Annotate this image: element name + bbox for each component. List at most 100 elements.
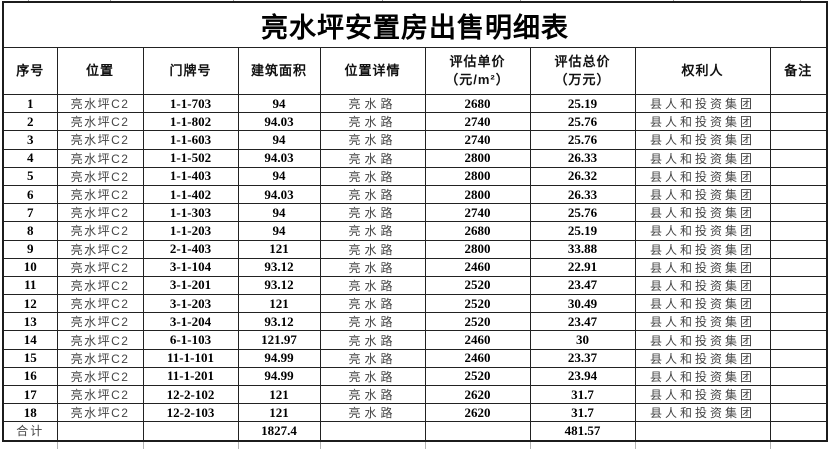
cell-total-price: 25.76	[529, 130, 636, 150]
cell-remarks	[769, 93, 828, 114]
header-line-2: （万元）	[554, 72, 611, 87]
column-header-location-detail: 位置详情	[319, 47, 426, 95]
cell-building-area: 121	[237, 384, 321, 405]
cell-rights-holder: 县人和投资集团	[634, 221, 771, 241]
gridline-tick	[57, 442, 58, 449]
cell-remarks	[769, 130, 828, 150]
cell-unit-price: 2460	[424, 330, 531, 350]
cell-location: 亮水坪C2	[56, 312, 144, 332]
table-row: 1 亮水坪C2 1-1-703 94 亮水路 2680 25.19 县人和投资集…	[2, 93, 828, 114]
cell-index: 4	[2, 148, 58, 168]
empty-cell	[424, 421, 531, 442]
table-row: 13 亮水坪C2 3-1-204 93.12 亮水路 2520 23.47 县人…	[2, 312, 828, 332]
cell-location: 亮水坪C2	[56, 384, 144, 405]
cell-location: 亮水坪C2	[56, 93, 144, 114]
cell-unit-price: 2800	[424, 166, 531, 186]
cell-location: 亮水坪C2	[56, 348, 144, 368]
cell-unit-price: 2680	[424, 221, 531, 241]
cell-remarks	[769, 257, 828, 277]
cell-rights-holder: 县人和投资集团	[634, 257, 771, 277]
cell-remarks	[769, 203, 828, 223]
cell-building-area: 121.97	[237, 330, 321, 350]
cell-rights-holder: 县人和投资集团	[634, 384, 771, 405]
cell-location: 亮水坪C2	[56, 221, 144, 241]
cell-location: 亮水坪C2	[56, 148, 144, 168]
title-row: 亮水坪安置房出售明细表	[2, 1, 828, 48]
cell-door-number: 1-1-703	[142, 93, 239, 114]
table-row: 12 亮水坪C2 3-1-203 121 亮水路 2520 30.49 县人和投…	[2, 294, 828, 314]
cell-building-area: 94.03	[237, 184, 321, 205]
cell-location-detail: 亮水路	[319, 184, 426, 205]
header-row: 序号 位置 门牌号 建筑面积 位置详情 评估单价 （元/m²） 评估总价 （万元…	[2, 47, 828, 95]
cell-location: 亮水坪C2	[56, 166, 144, 186]
cell-index: 18	[2, 403, 58, 423]
cell-location-detail: 亮水路	[319, 312, 426, 332]
cell-index: 3	[2, 130, 58, 150]
header-line-1: 评估总价	[554, 54, 611, 70]
cell-total-price: 31.7	[529, 403, 636, 423]
cell-index: 11	[2, 275, 58, 296]
cell-remarks	[769, 312, 828, 332]
empty-cell	[769, 421, 828, 442]
cell-total-price: 25.76	[529, 112, 636, 132]
cell-door-number: 6-1-103	[142, 330, 239, 350]
table-row: 18 亮水坪C2 12-2-103 121 亮水路 2620 31.7 县人和投…	[2, 403, 828, 423]
column-header-door-number: 门牌号	[142, 47, 239, 95]
cell-unit-price: 2520	[424, 312, 531, 332]
cell-total-price: 25.19	[529, 221, 636, 241]
table-row: 17 亮水坪C2 12-2-102 121 亮水路 2620 31.7 县人和投…	[2, 384, 828, 405]
cell-building-area: 93.12	[237, 312, 321, 332]
cell-unit-price: 2680	[424, 93, 531, 114]
table-row: 3 亮水坪C2 1-1-603 94 亮水路 2740 25.76 县人和投资集…	[2, 130, 828, 150]
cell-total-price: 22.91	[529, 257, 636, 277]
cell-location-detail: 亮水路	[319, 348, 426, 368]
column-header-index: 序号	[2, 47, 58, 95]
table-row: 15 亮水坪C2 11-1-101 94.99 亮水路 2460 23.37 县…	[2, 348, 828, 368]
cell-rights-holder: 县人和投资集团	[634, 294, 771, 314]
cell-unit-price: 2520	[424, 366, 531, 387]
cell-location-detail: 亮水路	[319, 148, 426, 168]
cell-location-detail: 亮水路	[319, 239, 426, 259]
cell-index: 1	[2, 93, 58, 114]
cell-total-price: 26.32	[529, 166, 636, 186]
cell-unit-price: 2740	[424, 112, 531, 132]
cell-location-detail: 亮水路	[319, 330, 426, 350]
cell-remarks	[769, 330, 828, 350]
cell-index: 10	[2, 257, 58, 277]
cell-building-area: 93.12	[237, 257, 321, 277]
cell-remarks	[769, 366, 828, 387]
cell-rights-holder: 县人和投资集团	[634, 93, 771, 114]
cell-remarks	[769, 384, 828, 405]
cell-location-detail: 亮水路	[319, 294, 426, 314]
cell-building-area: 93.12	[237, 275, 321, 296]
cell-remarks	[769, 403, 828, 423]
cell-building-area: 94	[237, 130, 321, 150]
gridline-tick	[143, 442, 144, 449]
table-row: 8 亮水坪C2 1-1-203 94 亮水路 2680 25.19 县人和投资集…	[2, 221, 828, 241]
empty-cell	[56, 421, 144, 442]
cell-index: 9	[2, 239, 58, 259]
cell-location-detail: 亮水路	[319, 257, 426, 277]
column-header-location: 位置	[56, 47, 144, 95]
cell-location: 亮水坪C2	[56, 330, 144, 350]
cell-door-number: 11-1-101	[142, 348, 239, 368]
cell-location: 亮水坪C2	[56, 366, 144, 387]
cell-building-area: 121	[237, 403, 321, 423]
cell-remarks	[769, 348, 828, 368]
cell-door-number: 3-1-104	[142, 257, 239, 277]
empty-cell	[142, 421, 239, 442]
cell-unit-price: 2800	[424, 184, 531, 205]
cell-location-detail: 亮水路	[319, 93, 426, 114]
cell-door-number: 1-1-802	[142, 112, 239, 132]
cell-unit-price: 2460	[424, 257, 531, 277]
total-label-cell: 合计	[2, 421, 58, 442]
header-line-1: 评估单价	[449, 54, 506, 70]
cell-building-area: 121	[237, 239, 321, 259]
cell-remarks	[769, 112, 828, 132]
cell-building-area: 94	[237, 93, 321, 114]
column-header-total-price: 评估总价 （万元）	[529, 47, 636, 95]
table-row: 16 亮水坪C2 11-1-201 94.99 亮水路 2520 23.94 县…	[2, 366, 828, 387]
cell-unit-price: 2620	[424, 403, 531, 423]
gridline-tick	[635, 442, 636, 449]
